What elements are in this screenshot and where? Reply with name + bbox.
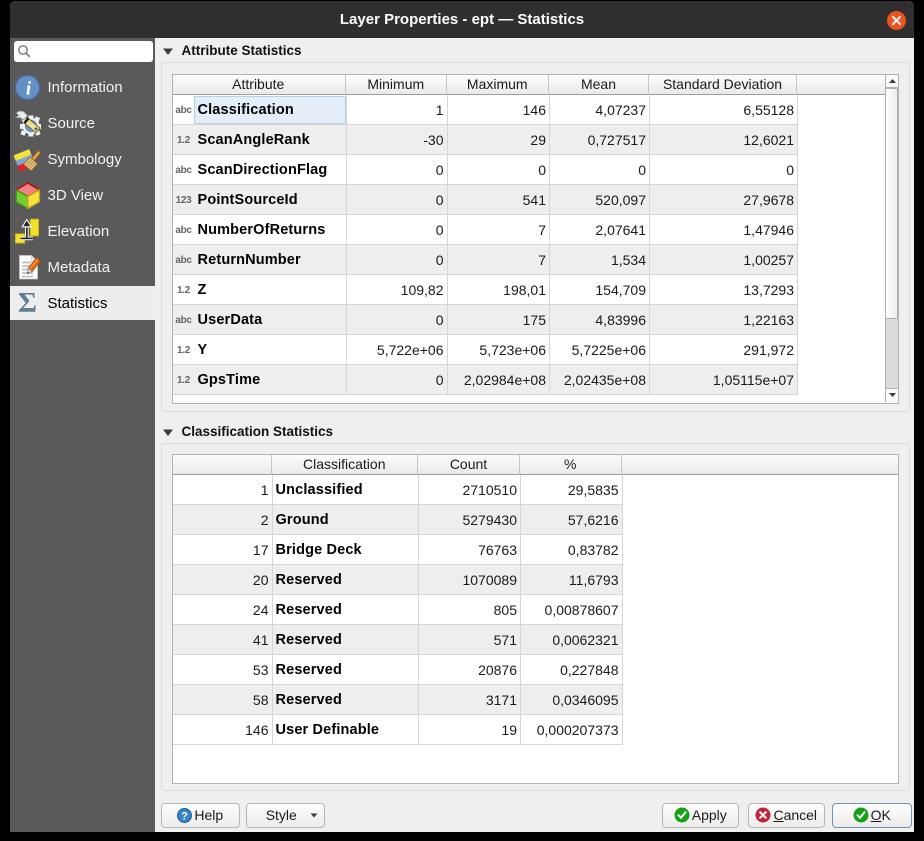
svg-text:i: i — [26, 79, 32, 100]
svg-text:?: ? — [181, 810, 188, 822]
